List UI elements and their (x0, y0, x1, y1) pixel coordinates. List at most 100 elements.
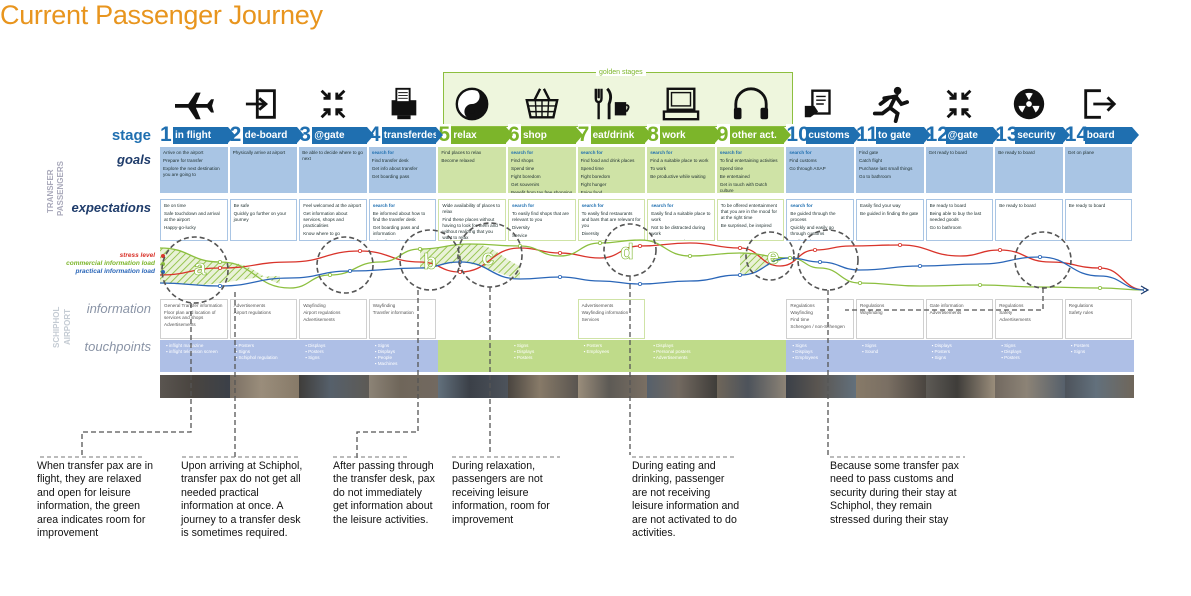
information-item: Advertisements (233, 303, 266, 308)
information-box: Regulations Wayfinding Find time Schengen /… (786, 299, 854, 339)
stress-level-line (159, 242, 1146, 291)
goal-item: To work (650, 166, 667, 171)
stage-2[interactable]: 2 de-board (229, 124, 305, 146)
stage-arrow (227, 127, 235, 143)
goals-card: search for Find food and drink places Spen… (577, 147, 646, 193)
information-item: Regulations (860, 303, 885, 308)
practical-marker (1038, 254, 1043, 259)
stage-name: eat/drink (592, 130, 635, 141)
stress-marker (813, 247, 818, 252)
dashed-circle (745, 231, 795, 281)
information-item: Regulations (999, 303, 1024, 308)
touchpoint-item: ▪ Signs (1070, 349, 1086, 354)
information-item: Find time (790, 317, 810, 322)
commercial-marker (417, 246, 422, 251)
expectations-card: Feel welcomed at the airport Get informat… (299, 199, 367, 241)
stage-name: in flight (175, 130, 212, 141)
touchpoint-item: ▪ Displays (653, 343, 674, 348)
legend-commercial: commercial information load (66, 260, 155, 267)
touchpoints-box: ▪ Displays ▪ Posters ▪ Signs (299, 340, 369, 372)
touchpoint-item: ▪ Displays (931, 343, 952, 348)
touchpoint-item: ▪ Displays (514, 349, 535, 354)
stage-1[interactable]: 1 in flight (160, 124, 235, 146)
legend-practical: practical information load (75, 268, 155, 275)
touchpoint-item: ▪ Signs (305, 355, 320, 360)
stage-11[interactable]: 11 to gate (856, 124, 931, 146)
information-item: Wayfinding (372, 303, 396, 308)
goal-item: Prepare for transfer (163, 158, 203, 163)
expect-search-for: search for (651, 203, 674, 208)
commercial-marker (327, 272, 332, 277)
circle-label-c: c (482, 245, 494, 270)
goal-item: Find a suitable place to work (650, 158, 709, 163)
expectation-item: Feel welcomed at the airport (303, 203, 362, 208)
expectation-item: Get boarding pass and information (372, 225, 420, 236)
information-item: Advertisements (929, 310, 962, 315)
photo-strip (647, 375, 717, 398)
touchpoint-item: ▪ inflight television screen (166, 349, 218, 354)
stage-3[interactable]: 3 @gate (299, 124, 374, 146)
goal-item: Be productive while waiting (650, 174, 706, 179)
row-label-goals: goals (117, 152, 151, 167)
touchpoint-item: ▪ Posters (1070, 343, 1090, 348)
goal-item: Spend time (719, 166, 744, 171)
touchpoint-item: ▪ People (374, 355, 393, 360)
information-item: Regulations (790, 303, 815, 308)
circle-label-e: e (767, 244, 779, 269)
information-item: Advertisements (999, 317, 1031, 322)
annotation-note: When transfer pax are in flight, they ar… (37, 460, 153, 540)
stage-14[interactable]: 14 board (1064, 124, 1140, 146)
goal-item: Fight boredom (511, 174, 541, 179)
touchpoint-item: ▪ Employees (792, 355, 819, 360)
expectation-item: Be guided through the process (790, 211, 836, 222)
logout-arrow-icon (1075, 85, 1123, 123)
expectations-card: Be on time Safe touchdown and arrival at … (160, 199, 228, 241)
goal-item: Be ready to board (998, 150, 1035, 155)
information-item: Airport regulations (233, 310, 271, 315)
expectation-item: Find these places without having to look… (442, 217, 498, 240)
expectation-item: To be offered entertainment that you are… (720, 203, 777, 220)
stress-marker (998, 247, 1003, 252)
touchpoint-item: ▪ Signs (1001, 343, 1016, 348)
touchpoint-item: ▪ Displays (374, 349, 396, 354)
stage-13[interactable]: 13 security (995, 124, 1070, 146)
touchpoint-item: ▪ Posters (514, 355, 533, 360)
information-box: Regulations Safety rules (1064, 299, 1133, 339)
touchpoint-item: ▪ Employees (583, 349, 610, 354)
circle-label-b: b (423, 249, 436, 274)
goal-item: To find entertaining activities (719, 158, 778, 163)
goal-item: Go through ASAP (789, 166, 826, 171)
annotation-note: Because some transfer pax need to pass c… (830, 460, 959, 526)
touchpoints-box: ▪ Signs ▪ Displays ▪ Employees (786, 340, 856, 372)
touchpoints-box: ▪ Posters ▪ Employees (577, 340, 648, 372)
photo-strip (299, 375, 369, 398)
information-box: Advertisements Wayfinding information Serv… (577, 299, 646, 339)
commercial-marker (858, 280, 863, 285)
commercial-marker (598, 240, 603, 245)
practical-marker (818, 259, 823, 264)
commercial-marker (788, 255, 793, 260)
goals-card: Arrive on the airport Prepare for transfe… (160, 147, 228, 193)
stage-name: relax (453, 130, 477, 141)
touchpoint-item: ▪ Displays (305, 343, 326, 348)
stage-10[interactable]: 10 customs (786, 124, 861, 146)
connector-line (81, 303, 192, 458)
stage-name: work (662, 130, 686, 141)
goal-item: Spend time (511, 166, 535, 171)
stage-name: security (1017, 130, 1056, 141)
expectation-item: Be ready to board (999, 203, 1036, 208)
touchpoint-item: ▪ Signs (374, 343, 390, 348)
dashed-circle (399, 229, 461, 291)
photo-strip (716, 375, 787, 398)
touchpoint-item: ▪ Personal posters (653, 349, 691, 354)
stage-12[interactable]: 12 @gate (925, 124, 1001, 146)
information-item: Gate information (929, 303, 964, 308)
stage-name: customs (808, 130, 850, 141)
goals-search-for: search for (371, 150, 395, 155)
goals-card: Get ready to board (925, 147, 994, 193)
stage-5[interactable]: 5 relax (438, 124, 513, 146)
stage-4[interactable]: 4 transferdesk (368, 124, 444, 146)
expectation-item: Easily find a suitable place to work (651, 211, 711, 222)
commercial-marker (217, 259, 222, 264)
goals-card: search for To find entertaining activitie… (716, 147, 785, 193)
